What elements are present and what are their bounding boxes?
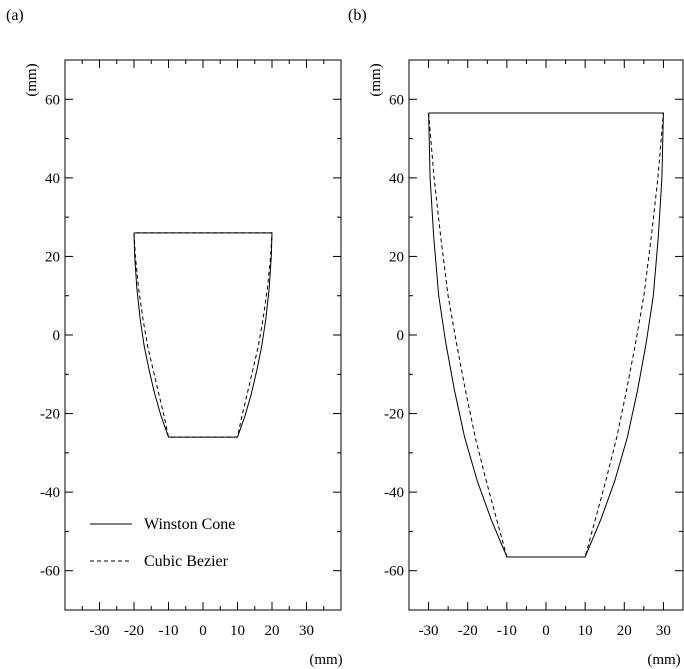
y-tick-label: 0 <box>397 328 405 344</box>
legend: Winston Cone Cubic Bezier <box>90 516 235 570</box>
legend-label-winston: Winston Cone <box>144 516 235 533</box>
series-cubic-bezier-line <box>133 232 273 438</box>
y-tick-label: 0 <box>53 328 61 344</box>
y-tick-label: -60 <box>384 564 404 580</box>
curves-a <box>133 232 273 438</box>
plot-frame-b <box>408 59 684 611</box>
x-tick-label: -30 <box>419 623 439 639</box>
y-tick-label: 60 <box>45 92 60 108</box>
y-axis-label-a: (mm) <box>24 63 40 96</box>
y-axis-label-b: (mm) <box>368 63 384 96</box>
x-tick-label: 30 <box>656 623 671 639</box>
panel-b: (b) (mm) (mm) -60 -40 -20 0 20 40 60 -30 -20 -10 0… <box>348 7 684 668</box>
y-tick-label: -40 <box>40 485 60 501</box>
x-tick-label: 10 <box>578 623 593 639</box>
x-tick-label: -20 <box>458 623 478 639</box>
x-tick-label: 30 <box>299 623 314 639</box>
x-tick-label: 20 <box>617 623 632 639</box>
y-tick-label: -60 <box>40 564 60 580</box>
x-tick-label: -10 <box>497 623 517 639</box>
series-cubic-bezier-line <box>428 112 664 558</box>
y-tick-label: -20 <box>384 407 404 423</box>
axis-ticks-b: -60 -40 -20 0 20 40 60 -30 -20 -10 0 10 20 30 <box>384 59 684 639</box>
y-tick-label: 20 <box>45 249 60 265</box>
x-axis-label-b: (mm) <box>647 652 680 668</box>
axis-ticks-a: -60 -40 -20 0 20 40 60 -30 -20 -10 0 10 20 30 <box>40 59 342 639</box>
y-tick-label: 60 <box>389 92 404 108</box>
x-tick-label: 0 <box>542 623 550 639</box>
series-winston-cone-line <box>133 232 273 438</box>
x-tick-label: 20 <box>265 623 280 639</box>
series-winston-cone-line <box>428 112 664 558</box>
x-tick-label: -20 <box>124 623 144 639</box>
x-axis-label-a: (mm) <box>309 652 342 668</box>
y-tick-label: 40 <box>389 171 404 187</box>
y-tick-label: -40 <box>384 485 404 501</box>
y-tick-label: 20 <box>389 249 404 265</box>
x-tick-label: 10 <box>230 623 245 639</box>
panel-label-a: (a) <box>6 7 24 24</box>
x-tick-label: -10 <box>159 623 179 639</box>
curves-b <box>428 112 664 558</box>
panel-a: (a) (mm) (mm) -60 -40 -20 0 20 40 60 -30 -20 -10 0… <box>6 7 343 668</box>
x-tick-label: -30 <box>90 623 110 639</box>
panel-label-b: (b) <box>348 7 367 24</box>
legend-label-bezier: Cubic Bezier <box>144 553 229 570</box>
y-tick-label: 40 <box>45 171 60 187</box>
x-tick-label: 0 <box>199 623 207 639</box>
y-tick-label: -20 <box>40 407 60 423</box>
